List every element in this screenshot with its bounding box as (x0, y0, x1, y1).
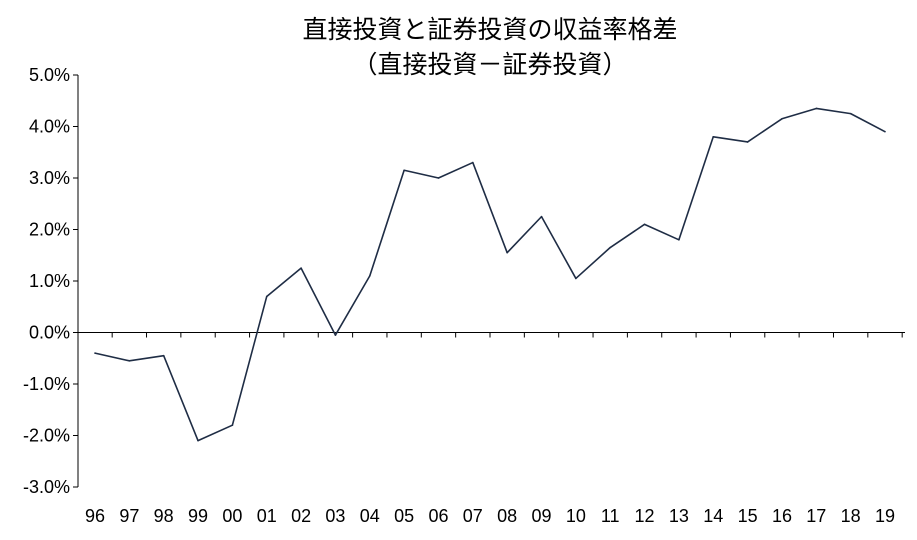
x-tick-label: 15 (738, 506, 758, 526)
y-tick-label: -1.0% (23, 374, 70, 394)
x-tick-label: 09 (532, 506, 552, 526)
y-tick-label: 1.0% (29, 271, 70, 291)
data-point (472, 161, 474, 164)
data-point (678, 239, 680, 241)
data-point (506, 251, 508, 254)
y-tick-label: 2.0% (29, 220, 70, 240)
x-tick-label: 03 (325, 506, 345, 526)
x-tick-label: 08 (497, 506, 517, 526)
data-point (403, 169, 405, 172)
data-point (609, 246, 612, 249)
y-tick-label: 5.0% (29, 65, 70, 85)
y-tick-label: 0.0% (29, 323, 70, 343)
x-tick-label: 07 (463, 506, 483, 526)
x-tick-label: 10 (566, 506, 586, 526)
chart-subtitle: （直接投資－証券投資） (352, 50, 627, 79)
y-tick-label: 4.0% (29, 117, 70, 137)
x-tick-label: 00 (222, 506, 242, 526)
x-tick-label: 04 (360, 506, 380, 526)
data-point (368, 275, 371, 277)
data-point (334, 334, 337, 336)
x-tick-label: 12 (635, 506, 655, 526)
chart-title: 直接投資と証券投資の収益率格差 (302, 15, 677, 44)
y-axis: 5.0% 4.0% 3.0% 2.0% 1.0% 0.0% -1.0% -2.0% -3.0% (23, 65, 79, 497)
y-tick-label: -2.0% (23, 426, 70, 446)
x-tick-label: 16 (772, 506, 792, 526)
data-point (128, 360, 131, 362)
data-point (781, 117, 783, 120)
data-point (575, 277, 577, 280)
x-tick-label: 96 (85, 506, 105, 526)
y-tick-label: 3.0% (29, 168, 70, 188)
data-point (815, 107, 818, 110)
x-tick-label: 14 (703, 506, 723, 526)
data-point (94, 352, 96, 354)
data-point (197, 439, 199, 442)
x-tick-label: 19 (875, 506, 895, 526)
data-point (540, 215, 543, 218)
data-point (265, 295, 268, 298)
x-tick-label: 97 (119, 506, 139, 526)
x-tick-label: 02 (291, 506, 311, 526)
data-point (162, 354, 165, 357)
x-tick-label: 17 (806, 506, 826, 526)
data-point (231, 424, 234, 427)
x-tick-label: 05 (394, 506, 414, 526)
x-tick-label: 11 (601, 506, 620, 526)
data-point (884, 130, 886, 133)
x-tick-label: 98 (154, 506, 174, 526)
x-tick-label: 18 (841, 506, 861, 526)
data-point (712, 136, 715, 138)
data-point (643, 223, 646, 226)
x-axis: 96 97 98 99 00 01 02 03 04 05 06 07 08 09 10 11 12 13 14 15… (78, 332, 905, 526)
data-point (300, 267, 302, 269)
x-tick-label: 01 (257, 506, 277, 526)
x-tick-label: 13 (669, 506, 689, 526)
data-point (849, 112, 852, 115)
data-point (746, 141, 749, 143)
series-line (94, 107, 886, 442)
x-tick-label: 99 (188, 506, 208, 526)
data-point (437, 177, 440, 179)
x-tick-label: 06 (428, 506, 448, 526)
y-tick-label: -3.0% (23, 477, 70, 497)
series-group (94, 107, 886, 442)
